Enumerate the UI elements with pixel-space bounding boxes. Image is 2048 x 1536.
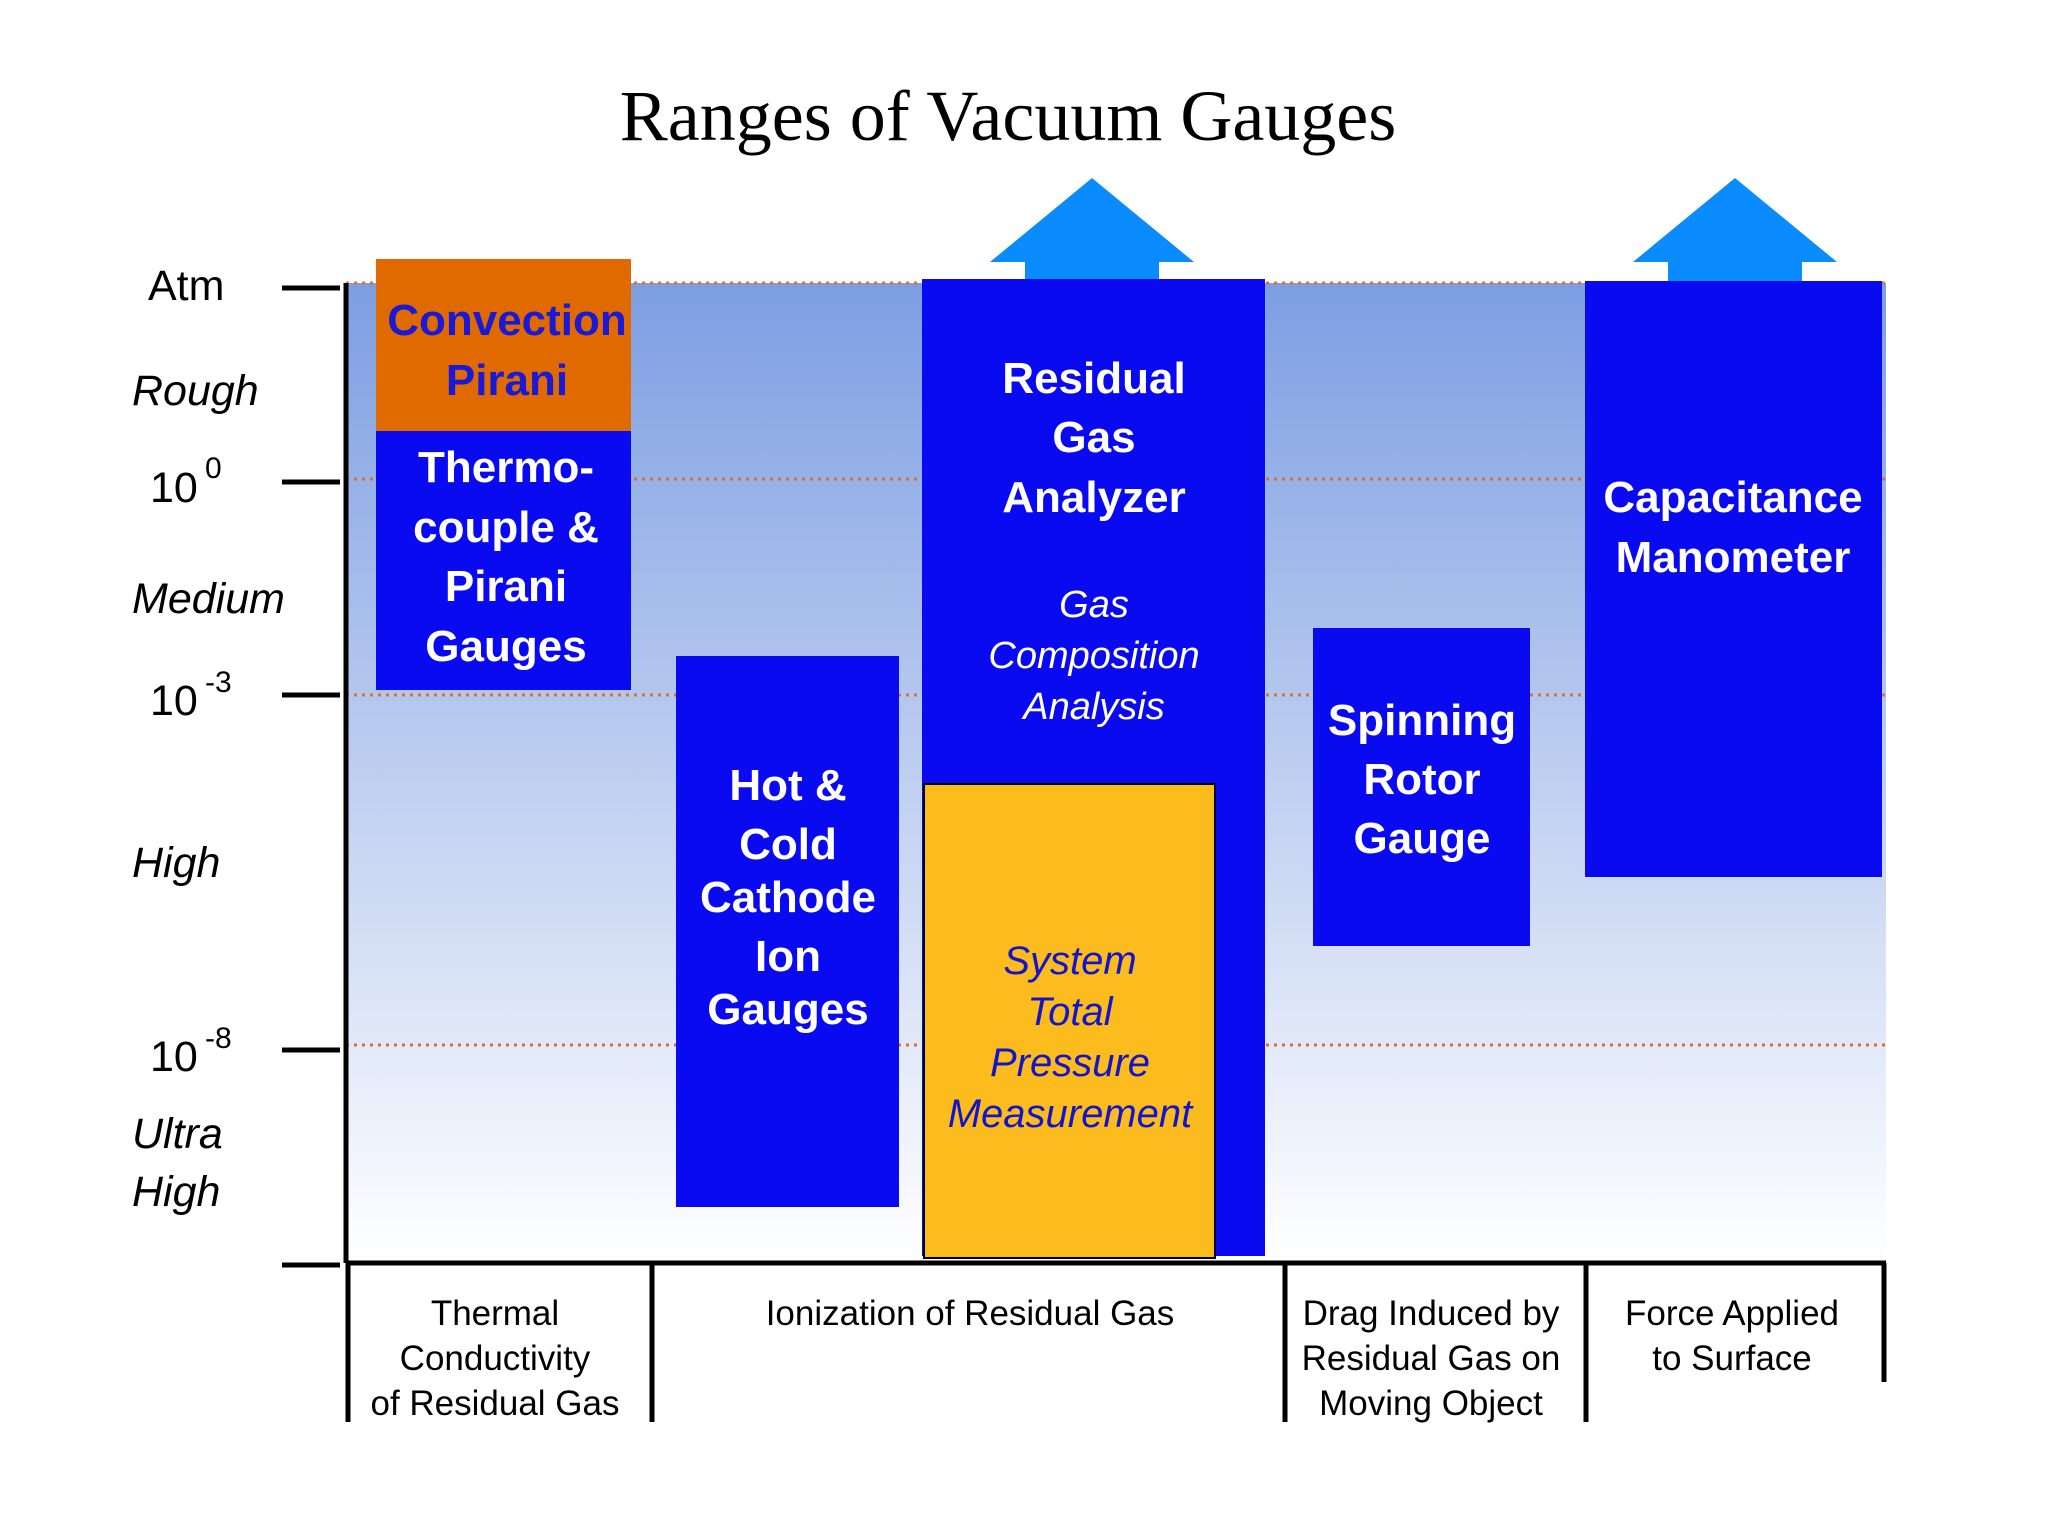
- label-10-0-base: 10: [150, 464, 198, 512]
- label-10-8-base: 10: [150, 1033, 198, 1081]
- region-ultra: Ultra: [132, 1110, 223, 1158]
- label-atm: Atm: [148, 262, 224, 310]
- spinning-label-1: Spinning: [1328, 696, 1516, 745]
- thermocouple-label-2: couple &: [413, 503, 599, 552]
- system-label-2: Total: [1027, 990, 1113, 1034]
- ion-label-2: Cold: [739, 820, 837, 869]
- ion-label-3: Cathode: [700, 873, 876, 922]
- capacitance-manometer-box: [1585, 281, 1882, 877]
- thermocouple-pirani-box: [376, 431, 631, 690]
- rga-up-arrow-icon: [990, 178, 1194, 282]
- label-10-3-base: 10: [150, 677, 198, 725]
- category-drag-2: Residual Gas on: [1302, 1339, 1561, 1378]
- capacitance-up-arrow-icon: [1633, 178, 1837, 282]
- category-thermal-2: Conductivity: [400, 1339, 591, 1378]
- rga-label-2: Gas: [1052, 413, 1135, 462]
- rga-label-3: Analyzer: [1002, 473, 1185, 522]
- category-ionization: Ionization of Residual Gas: [766, 1294, 1175, 1333]
- spinning-label-2: Rotor: [1363, 755, 1480, 804]
- region-rough: Rough: [132, 367, 259, 415]
- ion-label-5: Gauges: [707, 985, 868, 1034]
- category-drag-1: Drag Induced by: [1303, 1294, 1560, 1333]
- spinning-rotor-gauge-box: [1313, 628, 1530, 946]
- capacitance-label-2: Manometer: [1616, 533, 1851, 582]
- thermocouple-label-3: Pirani: [445, 562, 567, 611]
- thermocouple-label-1: Thermo-: [418, 443, 594, 492]
- region-medium: Medium: [132, 575, 285, 623]
- label-10-8-exp: -8: [205, 1022, 232, 1055]
- rga-sub-label-2: Composition: [988, 635, 1199, 677]
- rga-sub-label-1: Gas: [1059, 584, 1129, 626]
- system-label-1: System: [1003, 939, 1136, 983]
- rga-sub-label-3: Analysis: [1021, 686, 1165, 728]
- capacitance-label-1: Capacitance: [1603, 473, 1862, 522]
- convection-label-1: Convection: [387, 296, 627, 345]
- convection-pirani-box: [376, 259, 631, 431]
- diagram-title: Ranges of Vacuum Gauges: [620, 76, 1397, 156]
- system-label-3: Pressure: [990, 1041, 1150, 1085]
- ion-label-1: Hot &: [729, 761, 846, 810]
- convection-label-2: Pirani: [446, 356, 568, 405]
- category-force-2: to Surface: [1652, 1339, 1812, 1378]
- category-drag-3: Moving Object: [1319, 1384, 1543, 1423]
- spinning-label-3: Gauge: [1354, 814, 1491, 863]
- thermocouple-label-4: Gauges: [425, 622, 586, 671]
- label-10-3-exp: -3: [205, 666, 232, 699]
- region-ultra-high: High: [132, 1168, 220, 1216]
- ion-label-4: Ion: [755, 932, 821, 981]
- category-force-1: Force Applied: [1625, 1294, 1839, 1333]
- category-thermal-3: of Residual Gas: [370, 1384, 619, 1423]
- system-label-4: Measurement: [948, 1092, 1194, 1136]
- axes: [282, 283, 1887, 1422]
- category-thermal-1: Thermal: [431, 1294, 559, 1333]
- label-10-0-exp: 0: [205, 452, 222, 485]
- rga-label-1: Residual: [1002, 354, 1185, 403]
- system-total-pressure-box: [923, 783, 1216, 1259]
- region-high: High: [132, 839, 220, 887]
- ion-gauges-box: [676, 656, 899, 1207]
